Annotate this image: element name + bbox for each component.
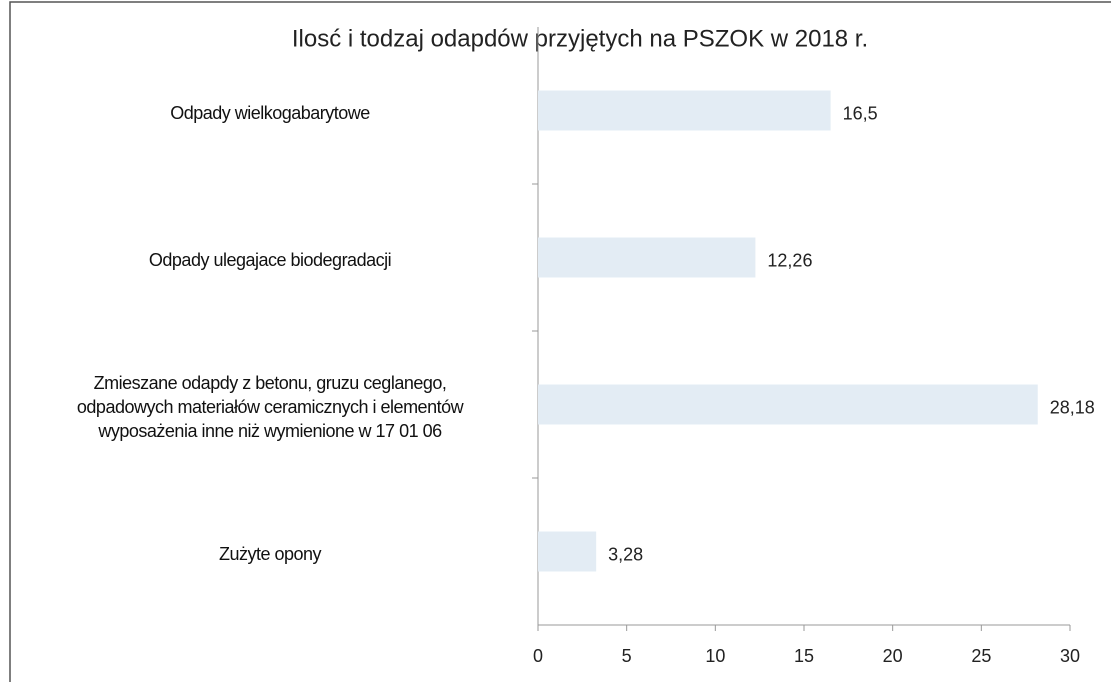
- chart-title: Ilosć i todzaj odapdów przyjętych na PSZ…: [292, 25, 868, 52]
- value-label: 28,18: [1050, 397, 1095, 417]
- x-tick-label: 5: [622, 646, 632, 666]
- x-tick-label: 30: [1060, 646, 1080, 666]
- bar: [538, 90, 831, 131]
- y-tick-label: Zużyte opony: [218, 543, 322, 564]
- bar: [538, 237, 756, 278]
- x-tick-label: 25: [971, 646, 991, 666]
- x-tick-label: 15: [794, 646, 814, 666]
- x-tick-label: 0: [533, 646, 543, 666]
- x-tick-label: 10: [705, 646, 725, 666]
- y-tick-label: Odpady ulegajace biodegradacji: [148, 249, 392, 270]
- bar: [538, 531, 597, 572]
- value-label: 12,26: [767, 250, 812, 270]
- y-tick-label: Zmieszane odapdy z betonu, gruzu ceglane…: [76, 372, 464, 441]
- x-tick-label: 20: [883, 646, 903, 666]
- value-label: 3,28: [608, 544, 643, 564]
- chart-frame: [9, 1, 1111, 682]
- value-label: 16,5: [843, 103, 878, 123]
- y-tick-label: Odpady wielkogabarytowe: [170, 102, 370, 123]
- bar: [538, 384, 1038, 425]
